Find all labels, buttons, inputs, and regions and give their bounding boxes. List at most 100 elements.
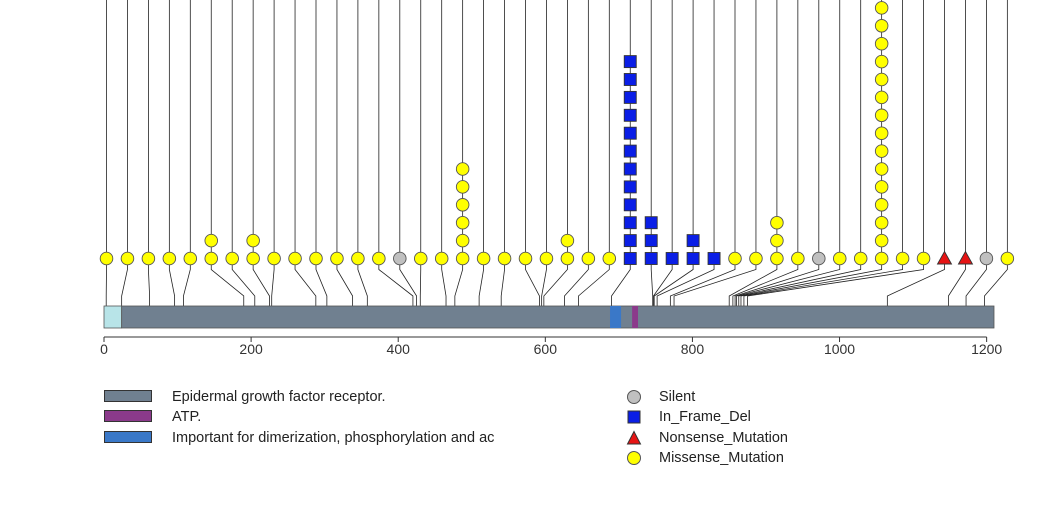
- x-axis: 0 200 400 600 800 1000 1200: [100, 336, 1002, 357]
- marker-missense-mutation-7-1: [246, 233, 260, 248]
- marker-missense-mutation-1-0: [120, 251, 135, 266]
- marker-missense-mutation-37-14: [874, 1, 889, 15]
- x-tick-label-0: 0: [100, 341, 108, 357]
- domain-dimerization: [610, 306, 622, 328]
- in-frame-del-marker-icon: [627, 410, 641, 424]
- marker-missense-mutation-0-0: [99, 251, 114, 266]
- marker-missense-mutation-37-0: [874, 251, 889, 266]
- marker-in-frame-del-25-9: [623, 90, 637, 104]
- marker-silent-42-0: [979, 251, 994, 266]
- marker-missense-mutation-37-11: [874, 54, 889, 69]
- marker-missense-mutation-4-0: [183, 251, 198, 266]
- x-tick-label-400: 400: [387, 341, 411, 357]
- marker-missense-mutation-23-0: [581, 251, 596, 266]
- marker-missense-mutation-16-0: [434, 251, 449, 266]
- marker-in-frame-del-25-3: [623, 198, 637, 212]
- marker-missense-mutation-36-0: [853, 251, 868, 266]
- x-tick-label-600: 600: [534, 341, 558, 357]
- legend-label-nonsense: Nonsense_Mutation: [659, 430, 788, 446]
- marker-in-frame-del-25-10: [623, 73, 637, 86]
- marker-missense-mutation-20-0: [518, 251, 533, 266]
- marker-missense-mutation-33-0: [791, 251, 805, 266]
- marker-missense-mutation-32-0: [770, 251, 784, 266]
- marker-missense-mutation-32-1: [770, 233, 784, 248]
- x-tick-label-1000: 1000: [824, 341, 855, 357]
- marker-in-frame-del-26-2: [644, 216, 658, 230]
- legend-label-egfr: Epidermal growth factor receptor.: [172, 389, 386, 405]
- marker-missense-mutation-32-2: [770, 215, 784, 230]
- domain-egfr: [121, 305, 995, 329]
- marker-missense-mutation-17-2: [455, 215, 470, 230]
- missense-marker-icon: [627, 451, 641, 465]
- marker-missense-mutation-19-0: [497, 251, 512, 266]
- marker-missense-mutation-38-0: [895, 251, 910, 266]
- marker-in-frame-del-25-0: [623, 252, 637, 265]
- marker-missense-mutation-12-0: [351, 251, 365, 266]
- marker-silent-34-0: [812, 251, 826, 266]
- legend-label-dimerization: Important for dimerization, phosphorylat…: [172, 430, 495, 446]
- marker-nonsense-mutation-41-0: [957, 250, 974, 265]
- marker-missense-mutation-17-0: [455, 251, 470, 266]
- mutation-legend: Silent In_Frame_Del Nonsense_Mutation Mi…: [626, 388, 886, 472]
- marker-missense-mutation-37-3: [874, 198, 889, 212]
- legend-label-atp: ATP.: [172, 409, 202, 425]
- marker-in-frame-del-25-7: [623, 126, 637, 140]
- marker-missense-mutation-8-0: [267, 251, 281, 266]
- marker-missense-mutation-37-12: [874, 36, 889, 51]
- marker-in-frame-del-28-1: [686, 234, 700, 248]
- marker-in-frame-del-25-8: [623, 108, 637, 122]
- signal-region: [103, 305, 123, 329]
- markers-layer: [99, 1, 1015, 266]
- marker-missense-mutation-17-4: [455, 180, 470, 194]
- marker-missense-mutation-37-7: [874, 126, 889, 140]
- legend-label-missense: Missense_Mutation: [659, 450, 784, 466]
- marker-in-frame-del-25-4: [623, 180, 637, 194]
- marker-missense-mutation-31-0: [749, 251, 763, 266]
- x-tick-label-200: 200: [239, 341, 263, 357]
- marker-missense-mutation-17-3: [455, 198, 470, 212]
- marker-missense-mutation-17-1: [455, 233, 470, 248]
- marker-in-frame-del-25-2: [623, 216, 637, 230]
- x-tick-label-800: 800: [681, 341, 705, 357]
- x-tick-label-1200: 1200: [971, 341, 1002, 357]
- marker-nonsense-mutation-40-0: [936, 250, 953, 265]
- marker-missense-mutation-37-10: [874, 72, 889, 87]
- marker-in-frame-del-25-6: [623, 144, 637, 158]
- marker-in-frame-del-29-0: [707, 252, 721, 265]
- legend-label-in-frame-del: In_Frame_Del: [659, 409, 751, 425]
- marker-in-frame-del-28-0: [686, 252, 700, 265]
- marker-missense-mutation-37-1: [874, 233, 889, 248]
- marker-in-frame-del-25-11: [623, 55, 637, 69]
- marker-missense-mutation-15-0: [414, 251, 428, 266]
- marker-missense-mutation-9-0: [288, 251, 302, 266]
- legend-swatch-egfr: [104, 390, 152, 402]
- marker-in-frame-del-26-1: [644, 234, 658, 248]
- marker-missense-mutation-2-0: [141, 251, 156, 266]
- marker-in-frame-del-26-0: [644, 252, 658, 265]
- marker-missense-mutation-35-0: [833, 251, 847, 266]
- marker-missense-mutation-37-2: [874, 215, 889, 230]
- marker-missense-mutation-24-0: [602, 251, 617, 266]
- marker-missense-mutation-37-5: [874, 162, 889, 176]
- marker-missense-mutation-37-9: [874, 90, 889, 105]
- stems-layer: [105, 0, 1008, 328]
- marker-missense-mutation-39-0: [916, 251, 931, 266]
- marker-missense-mutation-21-0: [539, 251, 554, 266]
- domain-atp: [632, 306, 638, 328]
- marker-missense-mutation-3-0: [162, 251, 177, 266]
- marker-in-frame-del-27-0: [665, 252, 679, 265]
- legend-swatch-atp: [104, 410, 152, 422]
- marker-missense-mutation-37-6: [874, 144, 889, 158]
- silent-marker-icon: [627, 390, 641, 404]
- marker-missense-mutation-5-0: [204, 251, 218, 266]
- marker-missense-mutation-6-0: [225, 251, 239, 266]
- marker-missense-mutation-37-13: [874, 19, 889, 33]
- domain-legend: Epidermal growth factor receptor. ATP. I…: [104, 388, 574, 452]
- marker-silent-14-0: [393, 251, 407, 266]
- marker-missense-mutation-11-0: [330, 251, 344, 266]
- marker-missense-mutation-18-0: [476, 251, 491, 266]
- marker-missense-mutation-7-0: [246, 251, 260, 266]
- marker-missense-mutation-5-1: [204, 233, 218, 248]
- marker-missense-mutation-22-0: [560, 251, 575, 266]
